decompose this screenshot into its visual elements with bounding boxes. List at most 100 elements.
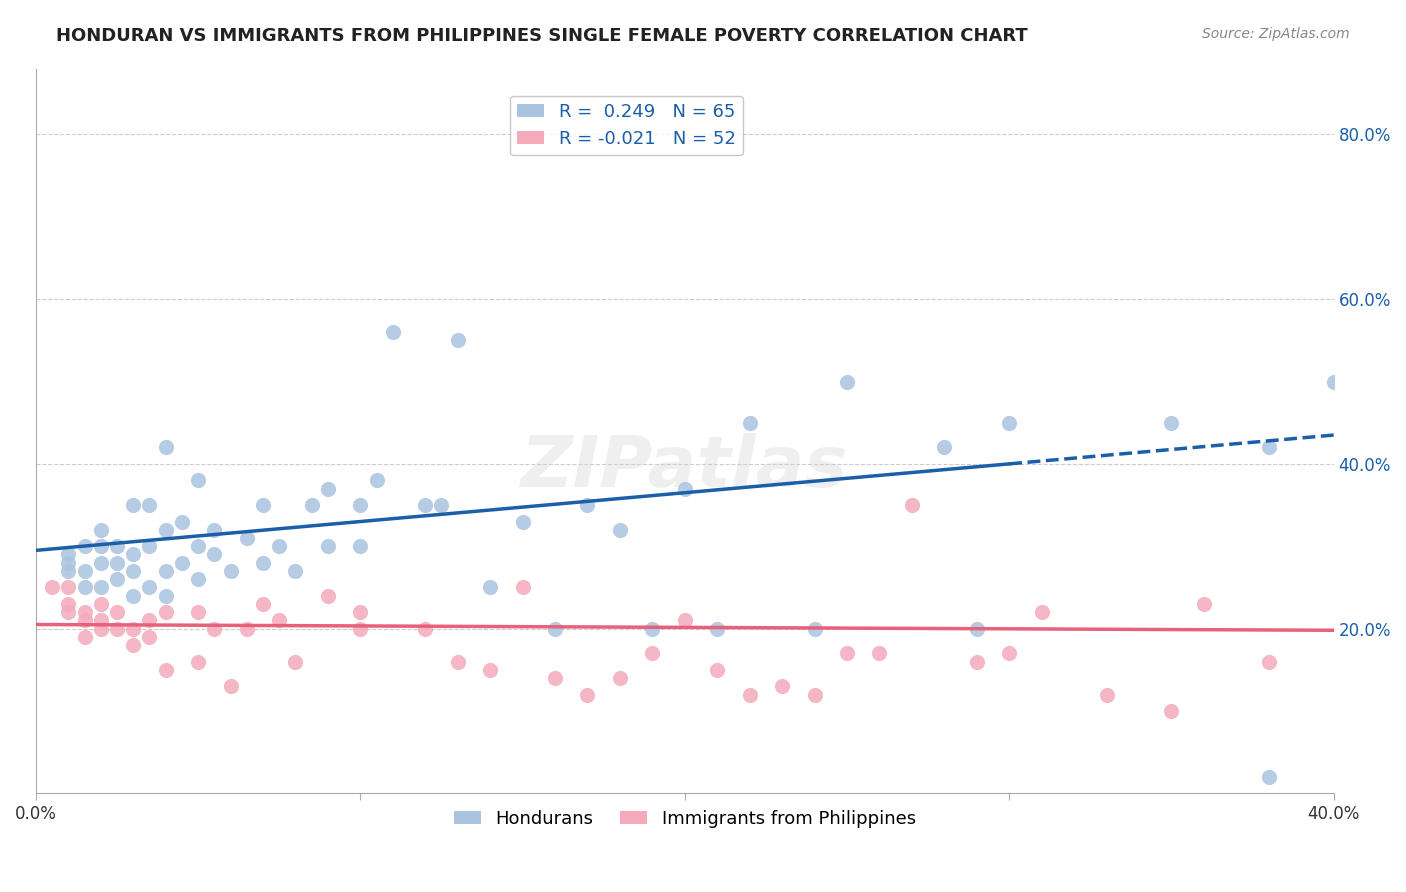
Point xyxy=(90,556,112,570)
Point xyxy=(105,556,128,570)
Point xyxy=(512,515,534,529)
Legend: Hondurans, Immigrants from Philippines: Hondurans, Immigrants from Philippines xyxy=(447,803,924,835)
Point xyxy=(122,498,145,512)
Point xyxy=(73,564,96,578)
Point xyxy=(1192,597,1215,611)
Point xyxy=(219,679,242,693)
Point xyxy=(413,498,436,512)
Point xyxy=(90,597,112,611)
Point xyxy=(58,581,80,595)
Point xyxy=(1095,688,1118,702)
Point xyxy=(413,622,436,636)
Point xyxy=(105,572,128,586)
Point xyxy=(544,622,567,636)
Point xyxy=(316,539,339,553)
Point xyxy=(544,671,567,685)
Point xyxy=(122,638,145,652)
Point xyxy=(447,334,470,348)
Point xyxy=(138,581,160,595)
Point xyxy=(105,605,128,619)
Point xyxy=(155,523,177,537)
Point xyxy=(58,597,80,611)
Point xyxy=(202,622,225,636)
Point xyxy=(641,622,664,636)
Point xyxy=(187,655,209,669)
Point xyxy=(316,482,339,496)
Point xyxy=(284,655,307,669)
Point xyxy=(155,663,177,677)
Point xyxy=(1257,770,1279,784)
Point xyxy=(803,688,825,702)
Point xyxy=(706,622,728,636)
Point xyxy=(58,548,80,562)
Point xyxy=(138,539,160,553)
Point xyxy=(934,441,956,455)
Point xyxy=(1257,655,1279,669)
Point xyxy=(122,564,145,578)
Point xyxy=(219,564,242,578)
Point xyxy=(1323,375,1346,389)
Point xyxy=(105,622,128,636)
Point xyxy=(252,597,274,611)
Point xyxy=(155,441,177,455)
Point xyxy=(202,548,225,562)
Point xyxy=(155,605,177,619)
Point xyxy=(187,605,209,619)
Text: HONDURAN VS IMMIGRANTS FROM PHILIPPINES SINGLE FEMALE POVERTY CORRELATION CHART: HONDURAN VS IMMIGRANTS FROM PHILIPPINES … xyxy=(56,27,1028,45)
Point xyxy=(122,548,145,562)
Point xyxy=(576,688,599,702)
Point xyxy=(738,416,761,430)
Point xyxy=(90,581,112,595)
Point xyxy=(122,589,145,603)
Point xyxy=(803,622,825,636)
Point xyxy=(835,646,858,660)
Point xyxy=(770,679,793,693)
Point xyxy=(1160,704,1182,718)
Point xyxy=(187,539,209,553)
Point xyxy=(966,622,988,636)
Point xyxy=(236,622,259,636)
Point xyxy=(673,613,696,627)
Text: ZIPatlas: ZIPatlas xyxy=(522,433,848,501)
Point xyxy=(301,498,323,512)
Point xyxy=(155,589,177,603)
Point xyxy=(998,646,1021,660)
Point xyxy=(316,589,339,603)
Point xyxy=(58,605,80,619)
Point xyxy=(1160,416,1182,430)
Point xyxy=(236,531,259,545)
Point xyxy=(349,622,371,636)
Point xyxy=(90,622,112,636)
Point xyxy=(284,564,307,578)
Point xyxy=(269,613,291,627)
Point xyxy=(609,671,631,685)
Point xyxy=(58,564,80,578)
Point xyxy=(673,482,696,496)
Point xyxy=(252,498,274,512)
Point xyxy=(170,515,193,529)
Point xyxy=(835,375,858,389)
Point xyxy=(41,581,63,595)
Point xyxy=(170,556,193,570)
Point xyxy=(73,539,96,553)
Point xyxy=(58,556,80,570)
Point xyxy=(105,539,128,553)
Point xyxy=(202,523,225,537)
Point xyxy=(447,655,470,669)
Point xyxy=(706,663,728,677)
Point xyxy=(609,523,631,537)
Text: Source: ZipAtlas.com: Source: ZipAtlas.com xyxy=(1202,27,1350,41)
Point xyxy=(1257,441,1279,455)
Point xyxy=(138,630,160,644)
Point xyxy=(155,564,177,578)
Point xyxy=(966,655,988,669)
Point xyxy=(479,581,502,595)
Point xyxy=(868,646,890,660)
Point xyxy=(349,605,371,619)
Point xyxy=(381,325,404,339)
Point xyxy=(430,498,453,512)
Point xyxy=(73,581,96,595)
Point xyxy=(90,613,112,627)
Point xyxy=(1031,605,1053,619)
Point xyxy=(998,416,1021,430)
